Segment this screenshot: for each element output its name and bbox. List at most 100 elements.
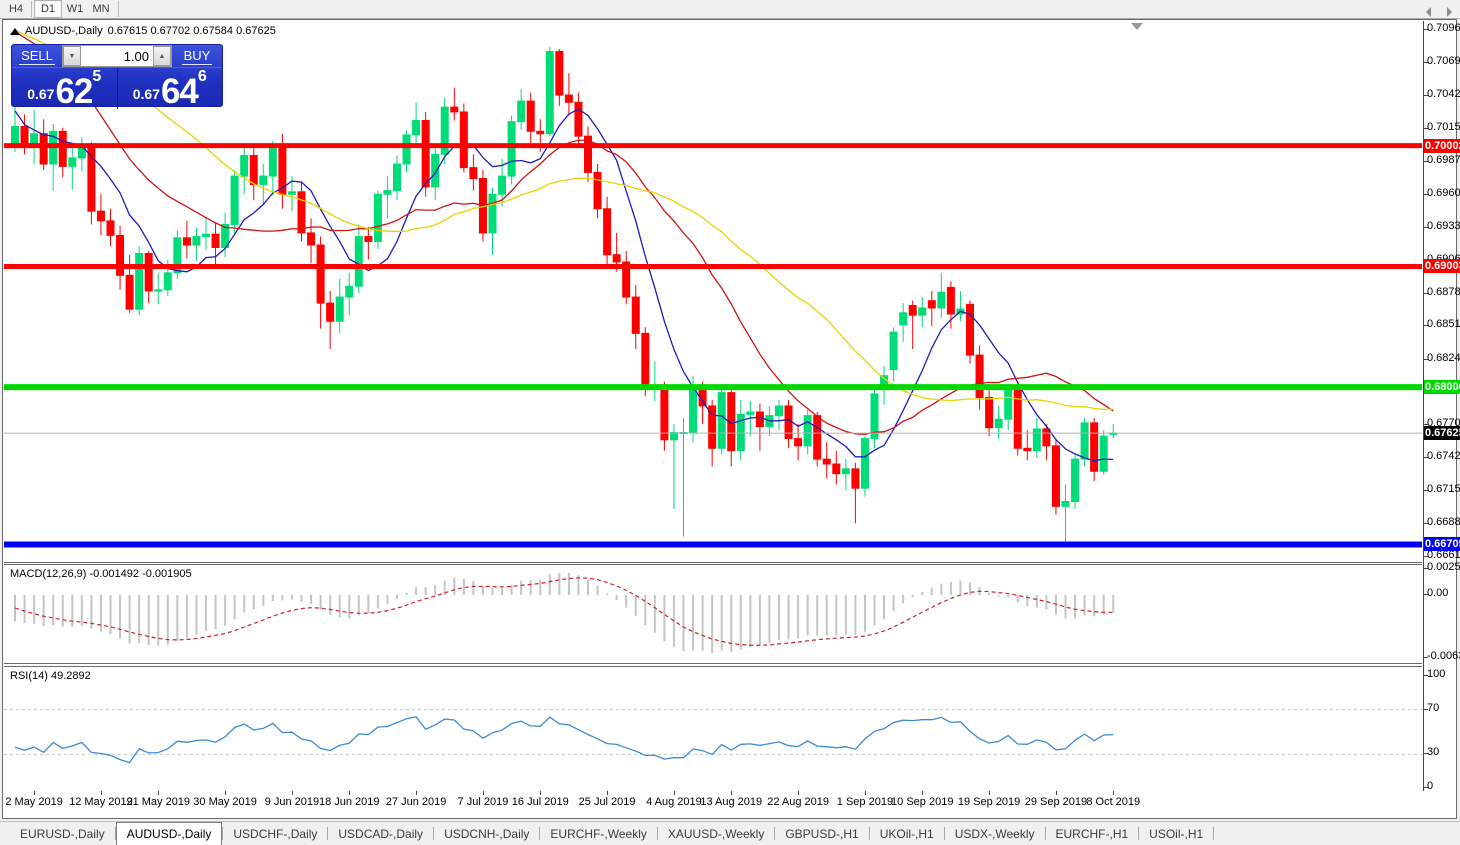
buy-button[interactable]: BUY (181, 47, 213, 65)
date-tick-label: 22 Aug 2019 (767, 796, 829, 808)
date-tick-label: 18 Jun 2019 (318, 796, 380, 808)
chart-tab-eurchf-weekly[interactable]: EURCHF-,Weekly (550, 826, 647, 841)
price-tick-label: 0.70965 (1427, 22, 1460, 35)
bull-candle (30, 133, 39, 144)
macd-pane[interactable]: MACD(12,26,9) -0.001492 -0.001905 (4, 564, 1422, 664)
bear-candle (822, 458, 831, 465)
bear-candle (39, 133, 48, 165)
volume-input[interactable] (81, 46, 153, 66)
chart-tab-eurchf-h1[interactable]: EURCHF-,H1 (1055, 826, 1129, 841)
timeframe-button-w1[interactable]: W1 (66, 3, 84, 15)
timeframe-button-mn[interactable]: MN (92, 3, 110, 15)
rsi-tick-tick (1424, 787, 1428, 788)
bull-candle (1032, 428, 1041, 452)
date-tick-label: 2 May 2019 (5, 796, 63, 808)
chart-tab-usdx-weekly[interactable]: USDX-,Weekly (954, 826, 1035, 841)
bull-candle (870, 393, 879, 440)
chart-tab-eurusd-daily[interactable]: EURUSD-,Daily (20, 826, 105, 841)
price-tick-label: 0.70695 (1427, 54, 1460, 67)
bull-candle (345, 285, 354, 298)
bull-candle (173, 237, 182, 274)
bull-candle (154, 289, 163, 292)
volume-decrease-button[interactable]: ▼ (63, 46, 81, 66)
price-tick-tick (1424, 424, 1428, 426)
tab-separator (943, 827, 945, 840)
tab-separator (1044, 827, 1046, 840)
bear-candle (622, 261, 631, 298)
macd-tick-tick (1424, 657, 1428, 659)
bear-candle (297, 191, 306, 234)
date-tick (158, 791, 160, 795)
price-tick-tick (1424, 193, 1428, 195)
macd-indicator-label: MACD(12,26,9) -0.001492 -0.001905 (10, 568, 192, 580)
tab-separator (774, 827, 776, 840)
timeframe-button-d1[interactable]: D1 (34, 0, 62, 18)
chart-tab-usdcnh-daily[interactable]: USDCNH-,Daily (444, 826, 530, 841)
chart-tab-usdcad-daily[interactable]: USDCAD-,Daily (338, 826, 424, 841)
chart-tab-audusd-daily[interactable]: AUDUSD-,Daily (115, 822, 223, 845)
date-tick (989, 791, 991, 795)
toolbar-separator (118, 1, 119, 17)
price-pane[interactable]: AUDUSD-,Daily 0.67615 0.67702 0.67584 0.… (4, 21, 1422, 563)
chart-title: AUDUSD-,Daily 0.67615 0.67702 0.67584 0.… (10, 25, 276, 37)
chart-tab-ukoil-h1[interactable]: UKOil-,H1 (879, 826, 934, 841)
date-tick-label: 29 Sep 2019 (1024, 796, 1088, 808)
tab-separator (327, 827, 329, 840)
bear-candle (794, 438, 803, 447)
timeframe-button-h4[interactable]: H4 (8, 3, 24, 15)
chart-tab-usoil-h1[interactable]: USOil-,H1 (1149, 826, 1204, 841)
bear-candle (249, 155, 258, 186)
tab-separator (222, 827, 224, 840)
bear-candle (603, 208, 612, 256)
bull-candle (402, 134, 411, 165)
bear-candle (20, 125, 29, 144)
bull-candle (899, 312, 908, 326)
date-tick (34, 791, 36, 795)
price-tick-label: 0.68785 (1427, 285, 1460, 298)
bull-candle (412, 119, 421, 136)
chart-tab-gbpusd-h1[interactable]: GBPUSD-,H1 (785, 826, 859, 841)
date-tick (291, 791, 293, 795)
bear-candle (784, 405, 793, 440)
price-tick-tick (1424, 325, 1428, 327)
bear-candle (106, 220, 115, 236)
time-axis[interactable]: 2 May 2019 12 May 2019 21 May 2019 30 May 2… (4, 791, 1422, 817)
chart-ohlc-values: 0.67615 0.67702 0.67584 0.67625 (107, 25, 276, 37)
tab-scroll-left-icon[interactable] (1426, 7, 1431, 17)
bull-candle (860, 438, 869, 489)
bull-candle (1061, 501, 1070, 507)
rsi-pane[interactable]: RSI(14) 49.2892 (4, 666, 1422, 793)
price-level-badge: 0.66705 (1424, 537, 1460, 552)
date-tick-label: 25 Jul 2019 (578, 796, 636, 808)
bull-candle (507, 121, 516, 177)
bull-candle (192, 236, 201, 246)
chart-shift-marker-icon[interactable] (1131, 23, 1143, 30)
chart-tab-xauusd-weekly[interactable]: XAUUSD-,Weekly (667, 826, 765, 841)
price-tick-tick (1424, 127, 1428, 129)
tab-scroll-right-icon[interactable] (1447, 7, 1452, 17)
bear-candle (832, 463, 841, 475)
price-tick-tick (1424, 95, 1428, 97)
sell-button[interactable]: SELL (19, 47, 55, 65)
bull-candle (889, 331, 898, 371)
buy-price-display[interactable]: 0.67 64 6 (132, 68, 207, 111)
sell-price-display[interactable]: 0.67 62 5 (12, 68, 118, 109)
bull-candle (918, 307, 927, 316)
date-tick (731, 791, 733, 795)
date-tick-label: 10 Sep 2019 (891, 796, 954, 808)
bear-candle (574, 101, 583, 137)
chart-tab-usdchf-daily[interactable]: USDCHF-,Daily (233, 826, 318, 841)
symbol-triangle-icon (10, 27, 20, 35)
bear-candle (946, 286, 955, 315)
volume-increase-button[interactable]: ▲ (153, 46, 171, 66)
bull-candle (1080, 422, 1089, 460)
bull-candle (163, 272, 172, 291)
price-tick-label: 0.69605 (1427, 186, 1460, 199)
bull-candle (1099, 435, 1108, 472)
